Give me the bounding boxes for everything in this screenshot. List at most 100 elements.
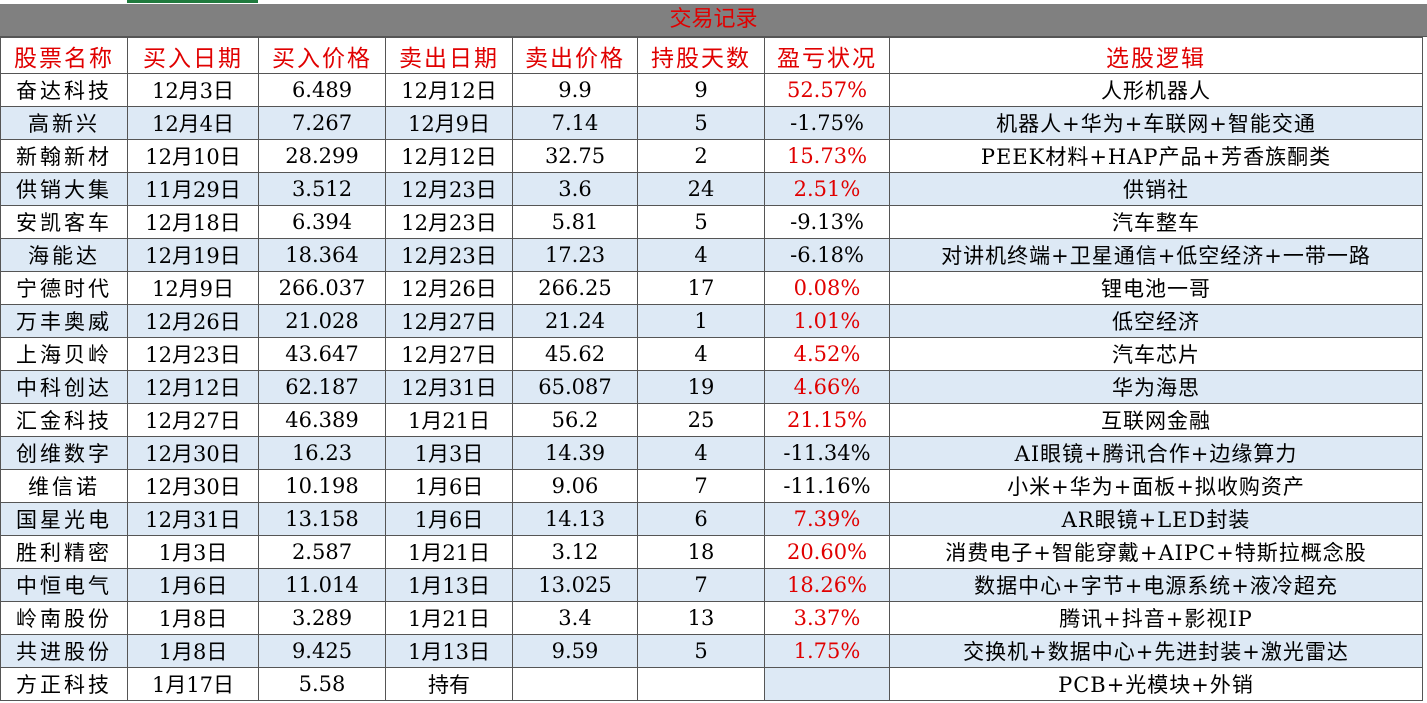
cell-stock-name[interactable]: 上海贝岭 — [0, 337, 128, 371]
cell-holding-days[interactable]: 17 — [637, 271, 765, 305]
cell-pnl[interactable]: 2.51% — [764, 172, 890, 206]
cell-pnl[interactable]: 15.73% — [764, 139, 890, 173]
cell-buy-date[interactable]: 1月8日 — [127, 634, 259, 668]
header-logic[interactable]: 选股逻辑 — [889, 37, 1423, 74]
cell-buy-price[interactable]: 266.037 — [258, 271, 386, 305]
cell-stock-name[interactable]: 胜利精密 — [0, 535, 128, 569]
cell-stock-name[interactable]: 汇金科技 — [0, 403, 128, 437]
cell-buy-date[interactable]: 12月18日 — [127, 205, 259, 239]
cell-buy-price[interactable]: 6.394 — [258, 205, 386, 239]
cell-sell-price[interactable]: 3.4 — [512, 601, 638, 635]
cell-sell-date[interactable]: 12月23日 — [385, 238, 513, 272]
cell-buy-price[interactable]: 28.299 — [258, 139, 386, 173]
cell-stock-name[interactable]: 高新兴 — [0, 106, 128, 140]
cell-stock-name[interactable]: 奋达科技 — [0, 73, 128, 107]
cell-holding-days[interactable]: 4 — [637, 238, 765, 272]
cell-logic[interactable]: 华为海思 — [889, 370, 1423, 404]
cell-buy-price[interactable]: 16.23 — [258, 436, 386, 470]
cell-buy-price[interactable]: 62.187 — [258, 370, 386, 404]
cell-logic[interactable]: 汽车芯片 — [889, 337, 1423, 371]
cell-sell-date[interactable]: 1月3日 — [385, 436, 513, 470]
cell-pnl[interactable]: 3.37% — [764, 601, 890, 635]
header-pnl[interactable]: 盈亏状况 — [764, 37, 890, 74]
cell-logic[interactable]: 人形机器人 — [889, 73, 1423, 107]
cell-sell-date[interactable]: 12月26日 — [385, 271, 513, 305]
cell-buy-price[interactable]: 21.028 — [258, 304, 386, 338]
cell-sell-price[interactable]: 266.25 — [512, 271, 638, 305]
cell-pnl[interactable]: 18.26% — [764, 568, 890, 602]
cell-sell-price[interactable]: 21.24 — [512, 304, 638, 338]
header-sell-price[interactable]: 卖出价格 — [512, 37, 638, 74]
cell-pnl[interactable]: 4.52% — [764, 337, 890, 371]
cell-buy-date[interactable]: 12月3日 — [127, 73, 259, 107]
cell-holding-days[interactable]: 24 — [637, 172, 765, 206]
cell-pnl[interactable]: 21.15% — [764, 403, 890, 437]
cell-holding-days[interactable]: 25 — [637, 403, 765, 437]
cell-buy-price[interactable]: 10.198 — [258, 469, 386, 503]
cell-logic[interactable]: 供销社 — [889, 172, 1423, 206]
cell-stock-name[interactable]: 共进股份 — [0, 634, 128, 668]
cell-holding-days[interactable]: 5 — [637, 106, 765, 140]
cell-sell-date[interactable]: 12月27日 — [385, 337, 513, 371]
cell-buy-date[interactable]: 12月26日 — [127, 304, 259, 338]
cell-holding-days[interactable]: 19 — [637, 370, 765, 404]
cell-pnl[interactable]: -9.13% — [764, 205, 890, 239]
cell-stock-name[interactable]: 万丰奥威 — [0, 304, 128, 338]
cell-holding-days[interactable] — [637, 667, 765, 701]
header-holding-days[interactable]: 持股天数 — [637, 37, 765, 74]
cell-buy-price[interactable]: 3.289 — [258, 601, 386, 635]
cell-sell-date[interactable]: 12月31日 — [385, 370, 513, 404]
cell-holding-days[interactable]: 18 — [637, 535, 765, 569]
cell-buy-price[interactable]: 46.389 — [258, 403, 386, 437]
cell-holding-days[interactable]: 9 — [637, 73, 765, 107]
cell-pnl[interactable]: 1.75% — [764, 634, 890, 668]
cell-pnl[interactable]: 7.39% — [764, 502, 890, 536]
cell-sell-date[interactable]: 1月6日 — [385, 469, 513, 503]
cell-holding-days[interactable]: 7 — [637, 568, 765, 602]
cell-buy-date[interactable]: 12月19日 — [127, 238, 259, 272]
cell-buy-price[interactable]: 18.364 — [258, 238, 386, 272]
cell-buy-date[interactable]: 12月27日 — [127, 403, 259, 437]
cell-sell-price[interactable]: 45.62 — [512, 337, 638, 371]
cell-sell-price[interactable]: 9.9 — [512, 73, 638, 107]
cell-pnl[interactable]: 20.60% — [764, 535, 890, 569]
cell-buy-price[interactable]: 3.512 — [258, 172, 386, 206]
cell-sell-price[interactable]: 32.75 — [512, 139, 638, 173]
cell-sell-date[interactable]: 1月13日 — [385, 634, 513, 668]
cell-logic[interactable]: 交换机+数据中心+先进封装+激光雷达 — [889, 634, 1423, 668]
cell-stock-name[interactable]: 方正科技 — [0, 667, 128, 701]
cell-sell-price[interactable]: 3.12 — [512, 535, 638, 569]
cell-buy-price[interactable]: 13.158 — [258, 502, 386, 536]
cell-stock-name[interactable]: 安凯客车 — [0, 205, 128, 239]
header-stock-name[interactable]: 股票名称 — [0, 37, 128, 74]
cell-sell-price[interactable]: 3.6 — [512, 172, 638, 206]
cell-sell-date[interactable]: 12月12日 — [385, 139, 513, 173]
cell-sell-price[interactable]: 13.025 — [512, 568, 638, 602]
cell-stock-name[interactable]: 新翰新材 — [0, 139, 128, 173]
cell-sell-price[interactable]: 9.59 — [512, 634, 638, 668]
header-sell-date[interactable]: 卖出日期 — [385, 37, 513, 74]
cell-buy-date[interactable]: 11月29日 — [127, 172, 259, 206]
cell-logic[interactable]: 小米+华为+面板+拟收购资产 — [889, 469, 1423, 503]
cell-pnl[interactable]: 1.01% — [764, 304, 890, 338]
cell-buy-price[interactable]: 7.267 — [258, 106, 386, 140]
cell-buy-date[interactable]: 12月23日 — [127, 337, 259, 371]
cell-sell-date[interactable]: 12月27日 — [385, 304, 513, 338]
cell-stock-name[interactable]: 国星光电 — [0, 502, 128, 536]
cell-holding-days[interactable]: 6 — [637, 502, 765, 536]
cell-sell-price[interactable]: 14.13 — [512, 502, 638, 536]
cell-logic[interactable]: 汽车整车 — [889, 205, 1423, 239]
cell-pnl[interactable]: -1.75% — [764, 106, 890, 140]
cell-buy-date[interactable]: 1月3日 — [127, 535, 259, 569]
cell-buy-date[interactable]: 12月4日 — [127, 106, 259, 140]
cell-logic[interactable]: 腾讯+抖音+影视IP — [889, 601, 1423, 635]
cell-logic[interactable]: 消费电子+智能穿戴+AIPC+特斯拉概念股 — [889, 535, 1423, 569]
cell-buy-price[interactable]: 6.489 — [258, 73, 386, 107]
cell-holding-days[interactable]: 5 — [637, 634, 765, 668]
cell-sell-date[interactable]: 12月23日 — [385, 205, 513, 239]
cell-buy-date[interactable]: 1月17日 — [127, 667, 259, 701]
cell-buy-date[interactable]: 1月8日 — [127, 601, 259, 635]
cell-holding-days[interactable]: 1 — [637, 304, 765, 338]
cell-buy-date[interactable]: 12月31日 — [127, 502, 259, 536]
cell-buy-date[interactable]: 12月10日 — [127, 139, 259, 173]
